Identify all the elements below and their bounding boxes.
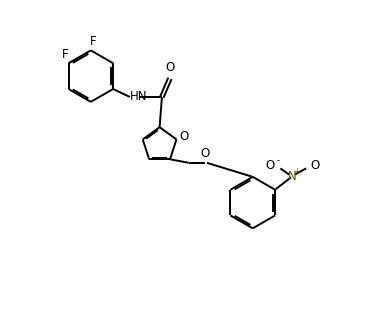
Text: +: + (293, 168, 300, 177)
Text: -: - (277, 156, 280, 165)
Text: F: F (90, 35, 96, 48)
Text: O: O (165, 61, 174, 74)
Text: O: O (179, 130, 188, 143)
Text: HN: HN (130, 90, 148, 104)
Text: O: O (201, 147, 210, 160)
Text: O: O (311, 159, 320, 172)
Text: N: N (287, 170, 296, 183)
Text: O: O (266, 159, 275, 172)
Text: F: F (62, 48, 68, 61)
